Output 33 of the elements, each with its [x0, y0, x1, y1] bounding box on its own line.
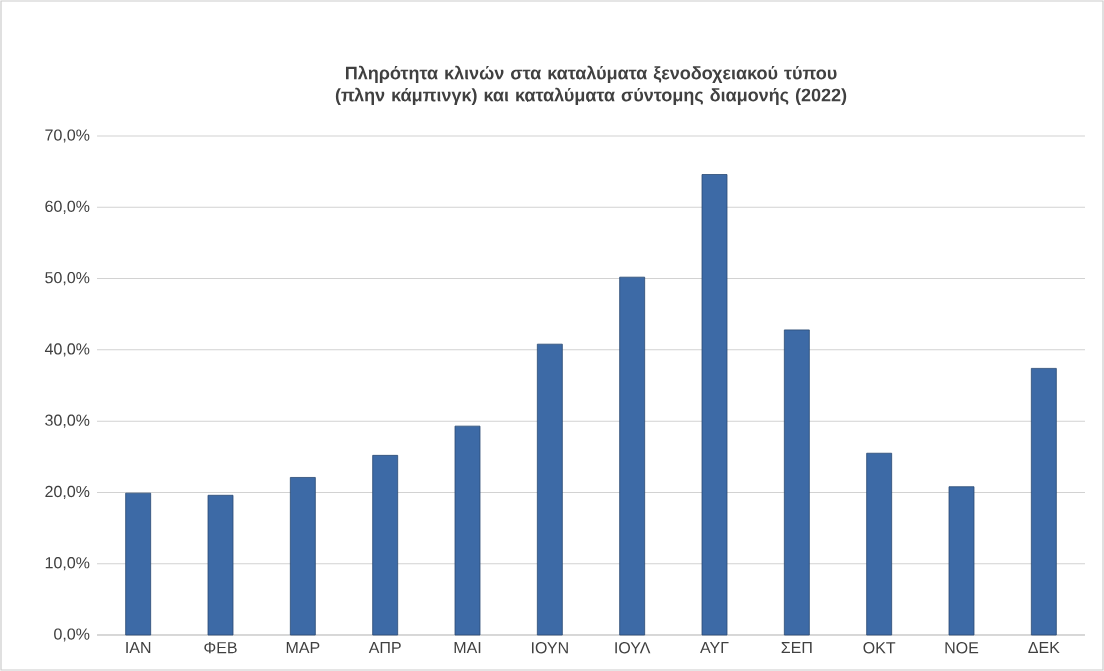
- x-tick-label: ΣΕΠ: [781, 642, 812, 654]
- y-tick-label: 20,0%: [45, 485, 90, 500]
- bar: [866, 452, 893, 636]
- bar: [289, 477, 316, 636]
- x-tick-label: ΜΑΡ: [286, 642, 320, 654]
- y-tick-label: 30,0%: [45, 414, 90, 428]
- bar: [454, 425, 481, 636]
- bar: [125, 492, 152, 636]
- bar: [536, 343, 563, 636]
- bar: [948, 486, 975, 636]
- x-tick-label: ΔΕΚ: [1028, 642, 1060, 654]
- y-tick-label: 0,0%: [54, 628, 90, 642]
- bar: [701, 174, 728, 636]
- x-tick-label: ΙΟΥΛ: [615, 642, 651, 654]
- x-tick-label: ΟΚΤ: [863, 642, 896, 654]
- bar: [372, 454, 399, 636]
- bar: [783, 329, 810, 636]
- x-tick-label: ΑΥΓ: [700, 642, 729, 654]
- y-tick-label: 50,0%: [45, 271, 90, 286]
- y-tick-label: 60,0%: [45, 200, 90, 214]
- bar: [207, 494, 234, 636]
- x-tick-label: ΜΑΙ: [454, 642, 481, 654]
- x-tick-label: ΑΠΡ: [368, 642, 401, 654]
- x-tick-label: ΦΕΒ: [204, 642, 237, 654]
- y-tick-label: 10,0%: [45, 557, 90, 571]
- bar: [619, 276, 646, 636]
- x-tick-label: ΝΟΕ: [945, 642, 979, 654]
- x-tick-label: ΙΟΥΝ: [532, 642, 568, 654]
- y-tick-label: 70,0%: [45, 129, 90, 143]
- y-tick-label: 40,0%: [44, 343, 90, 357]
- bar: [1030, 368, 1057, 636]
- chart-title: Πληρότητα κλινών στα καταλύματα ξενοδοχειακού τύπου (πλην κάμπινγκ) και καταλύματα σύντομης διαμονής (2022): [335, 65, 847, 105]
- x-tick-label: ΙΑΝ: [126, 642, 151, 654]
